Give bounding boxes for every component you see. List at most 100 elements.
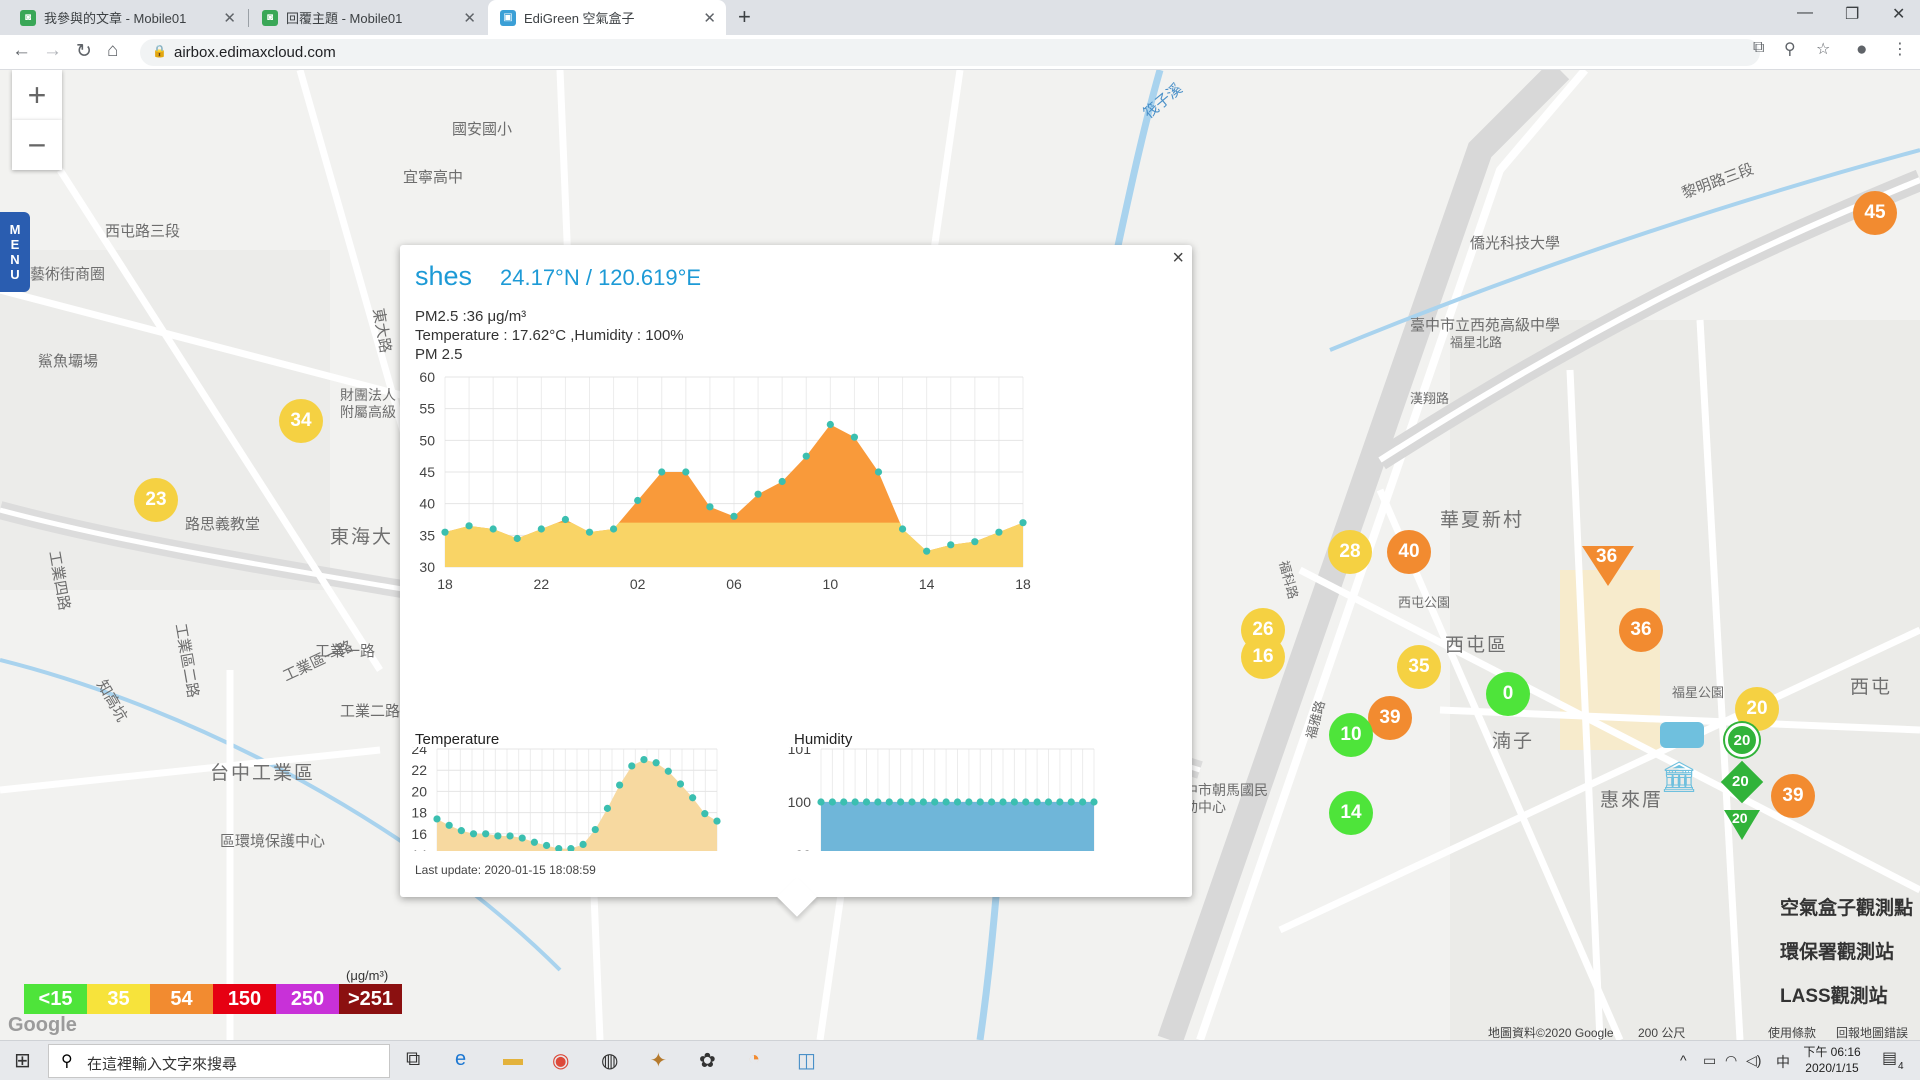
popup-close-button[interactable]: × [1172,247,1184,269]
forward-icon[interactable]: → [43,40,62,61]
search-placeholder: 在這裡輸入文字來搜尋 [87,1056,238,1073]
app-icon[interactable]: ◍ [601,1050,619,1072]
station-marker[interactable]: 40 [1387,530,1431,574]
file-explorer-icon[interactable]: ▬ [503,1048,523,1070]
volume-icon[interactable]: ◁) [1746,1052,1762,1068]
wifi-icon[interactable]: ◠ [1725,1052,1738,1068]
station-marker[interactable]: 45 [1853,191,1897,235]
airbox-legend-marker: 20 [1725,723,1759,757]
address-bar[interactable]: 🔒 airbox.edimaxcloud.com [140,39,1760,66]
profile-icon[interactable]: ● [1856,39,1868,60]
tab-close-icon[interactable]: ✕ [463,10,476,27]
map-label: 路思義教堂 [185,516,261,533]
station-marker[interactable]: 14 [1329,791,1373,835]
chrome-menu-icon[interactable]: ⋮ [1892,41,1908,58]
data-point [754,490,762,498]
window-close-icon[interactable]: ✕ [1892,6,1906,23]
series-area [821,802,1094,851]
home-icon[interactable]: ⌂ [107,40,119,61]
station-marker[interactable]: 28 [1328,530,1372,574]
tab-edigreen[interactable]: ▣ EdiGreen 空氣盒子 ✕ [488,0,726,35]
tab-close-icon[interactable]: ✕ [223,10,236,27]
clock-date: 2020/1/15 [1805,1061,1859,1075]
data-point [802,452,810,460]
app-icon[interactable]: ◫ [797,1050,816,1072]
x-tick-label: 14 [919,576,935,592]
taskbar-search-input[interactable]: ⚲ 在這裡輸入文字來搜尋 [48,1044,390,1078]
data-point [713,817,721,825]
data-point [826,420,834,429]
chrome-icon[interactable]: ◉ [552,1050,570,1072]
report-error-link[interactable]: 回報地圖錯誤 [1836,1026,1909,1040]
airbox-legend-label: 空氣盒子觀測點 [1780,898,1914,919]
back-icon[interactable]: ← [12,40,31,61]
data-point [1079,798,1087,806]
station-marker[interactable]: 34 [279,399,323,443]
tab-mobile01-reply[interactable]: ◙ 回覆主題 - Mobile01 ✕ [250,0,486,35]
app-icon[interactable]: ✿ [699,1050,716,1072]
blender-icon[interactable]: ◔ [748,1048,761,1070]
data-point [555,845,563,851]
data-point [1067,798,1075,806]
data-point [609,525,618,533]
data-point [953,798,962,806]
map-label: 台中工業區 [210,763,316,784]
windows-taskbar: ⊞ ⚲ 在這裡輸入文字來搜尋 ⧉ e ▬ ◉ ◍ ✦ ✿ ◔ ◫ ^ ▭ ◠ ◁… [0,1040,1920,1080]
data-point [965,798,973,806]
windows-start-icon[interactable]: ⊞ [14,1050,31,1072]
data-point [518,834,526,842]
station-marker[interactable]: 35 [1397,645,1441,689]
y-tick-label: 101 [788,747,812,757]
data-point [778,477,786,486]
data-point [1056,798,1064,806]
battery-icon[interactable]: ▭ [1703,1052,1717,1068]
translate-icon[interactable]: ⧉ [1753,39,1765,56]
station-marker[interactable]: 0 [1486,672,1530,716]
station-marker[interactable]: 36 [1619,608,1663,652]
notification-icon[interactable]: ▤ [1882,1050,1898,1067]
station-marker-triangle[interactable] [1582,546,1634,586]
legend-unit: (μg/m³) [346,968,389,983]
zoom-out-button[interactable]: − [12,120,62,170]
station-info-popup: × shes 24.17°N / 120.619°E PM2.5 :36 μg/… [400,245,1192,917]
terms-link[interactable]: 使用條款 [1768,1026,1817,1040]
zoom-icon[interactable]: ⚲ [1784,41,1796,58]
map-label: 僑光科技大學 [1470,235,1561,252]
station-marker[interactable]: 16 [1241,635,1285,679]
station-marker[interactable]: 39 [1771,774,1815,818]
map-label: 工業二路 [340,703,401,720]
station-marker[interactable]: 23 [134,478,178,522]
series-area [437,759,717,851]
data-point [931,798,939,806]
station-marker[interactable]: 39 [1368,696,1412,740]
pm25-reading: PM2.5 :36 μg/m³ [415,308,527,325]
tab-mobile01-articles[interactable]: ◙ 我參與的文章 - Mobile01 ✕ [8,0,246,35]
map-label: 福星公園 [1672,685,1725,700]
map-data-credit: 地圖資料©2020 Google [1488,1026,1614,1040]
edge-icon[interactable]: e [455,1048,467,1070]
app-icon[interactable]: ✦ [650,1050,667,1072]
data-point [999,798,1007,806]
mobile01-favicon-icon: ◙ [262,9,278,26]
station-marker[interactable]: 10 [1329,713,1373,757]
data-point [988,798,996,806]
tray-chevron-icon[interactable]: ^ [1680,1052,1687,1068]
new-tab-icon[interactable]: + [738,4,751,29]
task-view-icon[interactable]: ⧉ [406,1048,421,1070]
map-canvas[interactable]: 國安國小 宜寧高中 西屯路三段 東海藝術街商圈 鯊魚壩場 路思義教堂 財團法人 … [0,70,1920,1040]
minimize-icon[interactable]: — [1797,4,1813,21]
data-point [885,798,893,806]
data-point [628,762,636,770]
data-point [433,815,441,823]
data-point [561,515,570,524]
y-tick-label: 35 [419,527,435,543]
zoom-in-button[interactable]: + [12,70,62,120]
data-point [591,825,599,834]
reload-icon[interactable]: ↻ [76,41,92,62]
tab-close-icon[interactable]: ✕ [703,10,716,27]
bookmark-star-icon[interactable]: ☆ [1816,41,1831,58]
restore-icon[interactable]: ❐ [1845,6,1860,23]
ime-indicator[interactable]: 中 [1776,1054,1790,1070]
clock[interactable]: 下午 06:16 2020/1/15 [1798,1044,1866,1076]
